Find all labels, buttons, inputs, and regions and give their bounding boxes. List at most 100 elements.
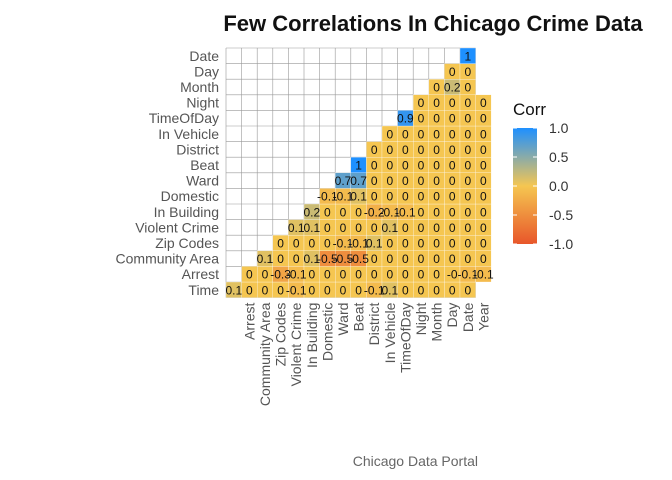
cell-value-label: 0 <box>449 159 456 173</box>
cell-value-label: 0 <box>480 205 487 219</box>
x-tick-label: Year <box>475 302 491 331</box>
cell-value-label: 0 <box>246 268 253 282</box>
cell-value-label: 0 <box>449 252 456 266</box>
cell-value-label: 0 <box>418 96 425 110</box>
cell-value-label: 0 <box>449 143 456 157</box>
cell-value-label: 0 <box>402 127 409 141</box>
cell-value-label: 0 <box>480 159 487 173</box>
cell-value-label: 0.1 <box>366 237 383 251</box>
cell-value-label: 0.1 <box>257 252 274 266</box>
cell-value-label: 0 <box>464 159 471 173</box>
cell-value-label: 0 <box>402 221 409 235</box>
cell-value-label: 0 <box>464 81 471 95</box>
heatmap-cells <box>225 47 492 298</box>
x-tick-label: Violent Crime <box>288 302 304 386</box>
y-tick-label: In Building <box>154 204 219 220</box>
legend: Corr 1.0 0.5 0.0 -0.5 -1.0 <box>513 100 573 252</box>
cell-value-label: 0 <box>418 112 425 126</box>
cell-value-label: 0 <box>433 127 440 141</box>
cell-value-label: -0 <box>447 268 458 282</box>
cell-value-label: 0.7 <box>350 174 367 188</box>
cell-value-label: 0 <box>480 221 487 235</box>
cell-value-label: 0 <box>480 112 487 126</box>
cell-value-label: 0 <box>340 205 347 219</box>
cell-value-label: 0.1 <box>225 283 242 297</box>
cell-value-label: 0 <box>371 190 378 204</box>
cell-value-label: 0 <box>355 268 362 282</box>
cell-value-label: 0 <box>418 205 425 219</box>
legend-tick-label: -1.0 <box>549 236 573 252</box>
cell-value-label: 0 <box>480 174 487 188</box>
cell-value-label: 0 <box>371 174 378 188</box>
cell-value-label: 0 <box>464 174 471 188</box>
heatmap-cell <box>459 47 476 64</box>
cell-value-label: 0 <box>433 190 440 204</box>
cell-value-label: 0 <box>402 143 409 157</box>
cell-value-label: -0.1 <box>348 237 369 251</box>
cell-value-label: 0 <box>324 221 331 235</box>
cell-value-label: 0 <box>262 268 269 282</box>
y-tick-label: Arrest <box>182 266 219 282</box>
cell-value-label: 0 <box>293 237 300 251</box>
cell-value-label: 0 <box>464 252 471 266</box>
cell-value-label: 0 <box>277 283 284 297</box>
cell-value-label: 0 <box>340 268 347 282</box>
cell-value-label: 0 <box>402 174 409 188</box>
y-tick-label: District <box>176 141 219 157</box>
cell-value-label: 0 <box>418 283 425 297</box>
heatmap-cell <box>475 94 492 111</box>
cell-value-label: 0 <box>449 112 456 126</box>
x-tick-label: Day <box>444 303 460 328</box>
cell-value-label: 0 <box>480 252 487 266</box>
x-tick-label: Date <box>460 302 476 332</box>
cell-value-label: 0 <box>433 143 440 157</box>
cell-value-label: 0 <box>246 283 253 297</box>
cell-value-label: 0 <box>371 268 378 282</box>
cell-value-label: 0 <box>402 190 409 204</box>
cell-value-label: 0 <box>402 252 409 266</box>
chart-caption: Chicago Data Portal <box>353 453 478 469</box>
y-tick-label: Ward <box>186 173 219 189</box>
x-tick-label: In Building <box>304 303 320 368</box>
cell-value-label: 0 <box>464 112 471 126</box>
x-tick-label: District <box>366 302 382 345</box>
cell-value-label: 0 <box>449 205 456 219</box>
x-tick-label: Beat <box>351 303 367 332</box>
cell-value-label: 0 <box>386 237 393 251</box>
cell-value-label: 0.1 <box>381 283 398 297</box>
cell-value-label: 0 <box>308 268 315 282</box>
x-tick-label: Community Area <box>257 302 273 406</box>
cell-value-label: 0 <box>355 205 362 219</box>
cell-value-label: 0 <box>464 205 471 219</box>
y-tick-label: Month <box>180 79 219 95</box>
cell-value-label: 0 <box>386 190 393 204</box>
cell-value-label: 0 <box>418 143 425 157</box>
cell-value-label: 0.2 <box>444 81 461 95</box>
cell-value-label: 0.1 <box>288 221 305 235</box>
cell-value-label: 0 <box>402 283 409 297</box>
cell-value-label: 0 <box>324 283 331 297</box>
cell-value-label: 0 <box>371 159 378 173</box>
cell-value-label: -0.5 <box>333 252 354 266</box>
cell-value-label: 0.1 <box>350 190 367 204</box>
cell-value-label: -0.1 <box>379 205 400 219</box>
x-tick-label: TimeOfDay <box>397 303 413 373</box>
cell-value-label: 0 <box>371 252 378 266</box>
cell-value-label: 0 <box>464 221 471 235</box>
cell-value-label: 0 <box>433 81 440 95</box>
chart-title: Few Correlations In Chicago Crime Data <box>223 11 643 36</box>
x-tick-label: Zip Codes <box>273 303 289 367</box>
cell-value-label: 0 <box>433 112 440 126</box>
cell-value-label: 0 <box>464 127 471 141</box>
cell-value-label: 0 <box>418 159 425 173</box>
cell-value-label: 0 <box>386 268 393 282</box>
cell-value-label: 0 <box>418 252 425 266</box>
y-tick-label: Time <box>188 282 219 298</box>
cell-value-label: 0 <box>262 283 269 297</box>
cell-value-label: 0 <box>449 65 456 79</box>
cell-value-label: -0.1 <box>457 268 478 282</box>
x-tick-label: Arrest <box>241 302 257 339</box>
cell-value-label: 0 <box>355 283 362 297</box>
cell-labels: 0.1 0 0 0 -0.1 0 0 0 0 -0.10.1 0 0 0 0 00 0 -0.3-0.1 0 0 0 0… <box>225 49 494 297</box>
